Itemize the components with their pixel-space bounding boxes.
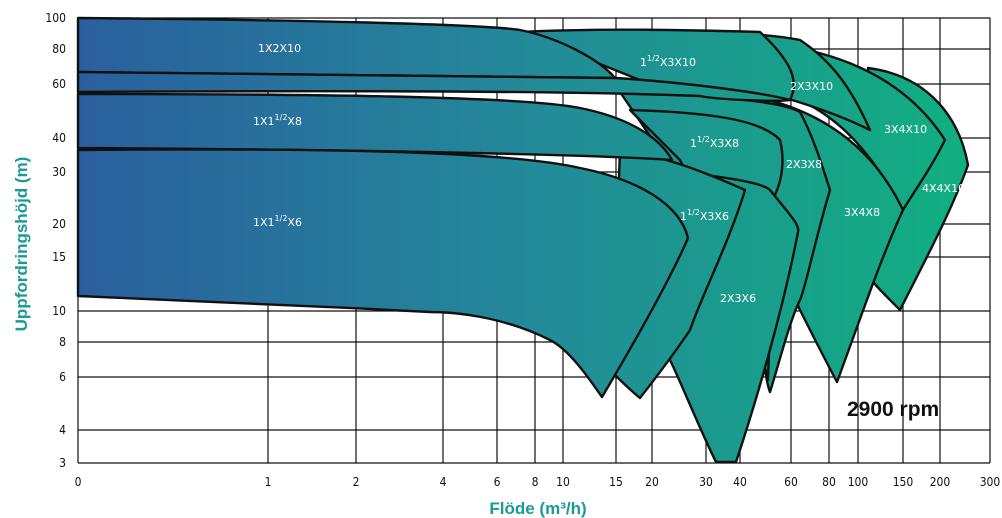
x-tick-label: 6 bbox=[494, 475, 501, 489]
label-2x3x10: 2X3X10 bbox=[790, 80, 833, 93]
x-tick-label: 10 bbox=[556, 475, 570, 489]
y-tick-label: 60 bbox=[52, 77, 66, 91]
x-tick-label: 60 bbox=[784, 475, 798, 489]
y-tick-label: 6 bbox=[59, 370, 66, 384]
x-tick-label: 100 bbox=[848, 475, 869, 489]
y-tick-label: 4 bbox=[59, 423, 66, 437]
x-tick-label: 1 bbox=[265, 475, 272, 489]
rpm-annotation: 2900 rpm bbox=[847, 398, 939, 421]
label-3x4x10: 3X4X10 bbox=[884, 123, 927, 136]
x-axis-title: Flöde (m³/h) bbox=[489, 499, 586, 518]
x-tick-label: 150 bbox=[893, 475, 914, 489]
zone-labels: 1X2X10 11/2X3X10 2X3X10 1X11/2X8 11/2X3X… bbox=[253, 42, 965, 305]
x-tick-label: 20 bbox=[645, 475, 659, 489]
y-tick-label: 10 bbox=[52, 304, 66, 318]
x-tick-label: 200 bbox=[930, 475, 951, 489]
label-3x4x8: 3X4X8 bbox=[844, 206, 880, 219]
x-tick-label: 80 bbox=[822, 475, 836, 489]
label-1.5x3x6: 11/2X3X6 bbox=[680, 208, 729, 223]
x-axis-ticks: 0 1 2 4 6 8 10 15 20 30 40 60 80 100 150 200 300 bbox=[75, 475, 1001, 489]
y-tick-label: 15 bbox=[52, 250, 66, 264]
y-axis-title: Uppfordringshöjd (m) bbox=[12, 157, 31, 332]
label-1x2x10: 1X2X10 bbox=[258, 42, 301, 55]
zone-1x1.5x8-strip bbox=[76, 70, 792, 102]
zone-1x1.5x6 bbox=[76, 148, 690, 399]
x-tick-label: 2 bbox=[353, 475, 360, 489]
label-1x1.5x8: 1X11/2X8 bbox=[253, 113, 302, 128]
label-1.5x3x10: 11/2X3X10 bbox=[640, 54, 696, 69]
y-tick-label: 20 bbox=[52, 217, 66, 231]
y-tick-label: 80 bbox=[52, 42, 66, 56]
label-1.5x3x8: 11/2X3X8 bbox=[690, 135, 739, 150]
y-tick-label: 100 bbox=[45, 11, 66, 25]
label-2x3x8: 2X3X8 bbox=[786, 158, 822, 171]
label-4x4x10: 4X4X10 bbox=[922, 182, 965, 195]
y-tick-label: 40 bbox=[52, 131, 66, 145]
x-tick-label: 0 bbox=[75, 475, 82, 489]
y-tick-label: 8 bbox=[59, 335, 66, 349]
x-tick-label: 40 bbox=[733, 475, 747, 489]
y-tick-label: 30 bbox=[52, 165, 66, 179]
y-tick-label: 3 bbox=[59, 456, 66, 470]
x-tick-label: 8 bbox=[532, 475, 539, 489]
label-1x1.5x6: 1X11/2X6 bbox=[253, 214, 302, 229]
x-tick-label: 4 bbox=[440, 475, 447, 489]
x-tick-label: 300 bbox=[980, 475, 1001, 489]
x-tick-label: 30 bbox=[699, 475, 713, 489]
y-axis-ticks: 3 4 6 8 10 15 20 30 40 60 80 100 bbox=[45, 11, 66, 470]
zones bbox=[76, 16, 970, 464]
label-2x3x6: 2X3X6 bbox=[720, 292, 756, 305]
x-tick-label: 15 bbox=[609, 475, 623, 489]
